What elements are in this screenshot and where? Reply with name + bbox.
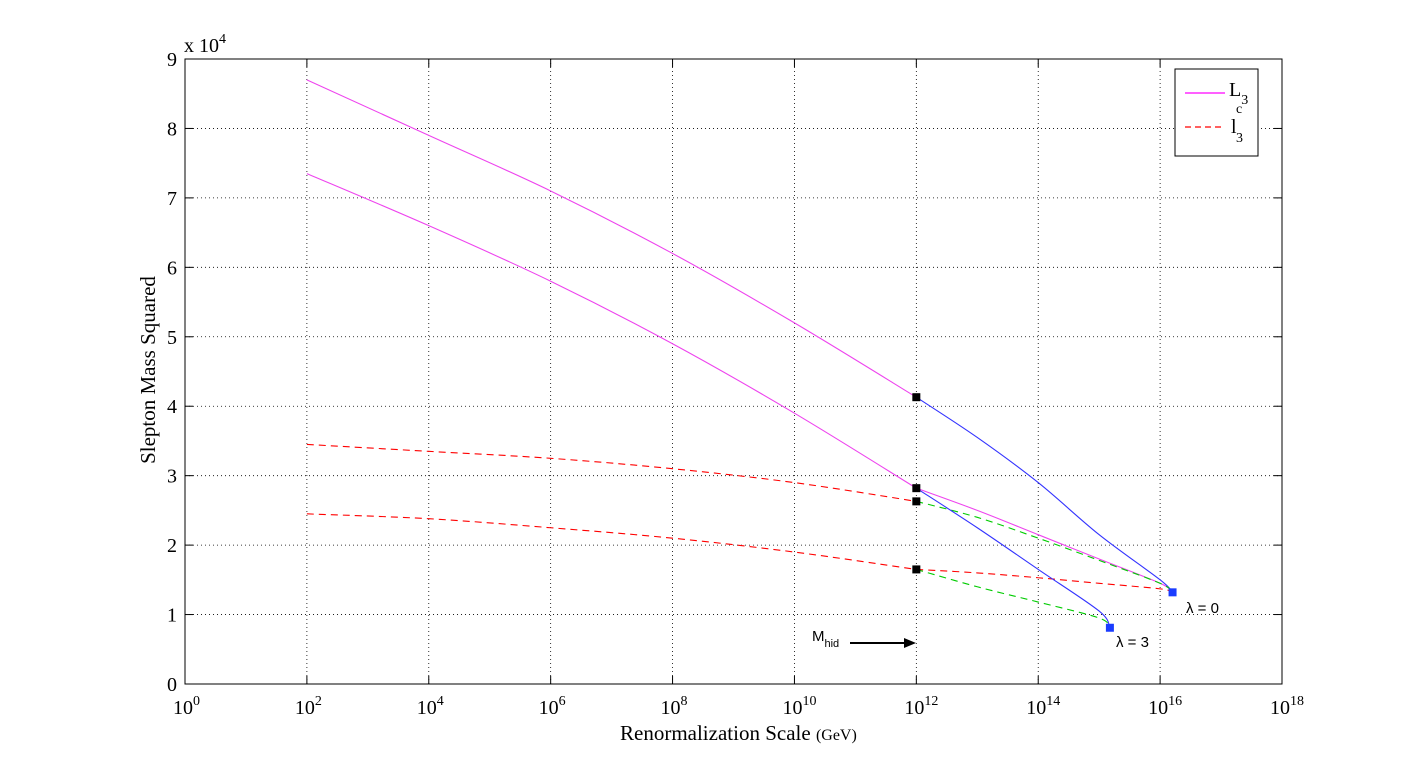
marker-group	[912, 393, 1177, 632]
legend-label-L3: L3	[1229, 79, 1248, 108]
legend: L3 l3c	[1174, 68, 1259, 157]
data-point-marker	[1105, 623, 1114, 632]
x-tick-label: 1016	[1148, 694, 1182, 719]
series-line-0	[306, 79, 917, 398]
data-point-marker	[912, 565, 921, 574]
y-tick-label: 3	[167, 466, 177, 488]
y-tick-label: 0	[167, 674, 177, 696]
series-line-7	[916, 500, 1173, 593]
y-multiplier-label: x 104	[184, 32, 226, 57]
data-point-marker	[912, 393, 921, 402]
y-axis-label: Slepton Mass Squared	[136, 276, 160, 464]
x-tick-label: 1014	[1026, 694, 1060, 719]
x-tick-label: 100	[173, 694, 200, 719]
y-tick-label: 7	[167, 188, 177, 210]
x-tick-label: 1018	[1270, 694, 1304, 719]
x-tick-label: 1010	[782, 694, 816, 719]
y-tick-label: 8	[167, 118, 177, 140]
legend-label-l3c: l3c	[1231, 102, 1243, 146]
x-axis-label: Renormalization Scale (GeV)	[620, 721, 857, 745]
mhid-annotation: Mhid	[812, 628, 916, 650]
y-tick-label: 6	[167, 257, 177, 279]
y-tick-label: 1	[167, 605, 177, 627]
series-line-4	[916, 396, 1173, 593]
grid	[185, 59, 1282, 684]
y-tick-label: 9	[167, 49, 177, 71]
data-point-marker	[912, 484, 921, 493]
x-tick-label: 102	[295, 694, 322, 719]
x-tick-label: 1012	[904, 694, 938, 719]
lambda-3-label: λ = 3	[1116, 634, 1149, 651]
y-tick-label: 4	[167, 396, 177, 418]
data-point-marker	[1168, 588, 1177, 597]
data-point-marker	[912, 497, 921, 506]
x-tick-label: 106	[539, 694, 566, 719]
x-tick-label: 108	[661, 694, 688, 719]
y-tick-label: 2	[167, 535, 177, 557]
series-line-1	[306, 173, 917, 489]
legend-box	[1174, 68, 1259, 157]
series-line-9	[916, 568, 1111, 629]
plot-frame	[184, 58, 1283, 685]
lambda-0-label: λ = 0	[1186, 600, 1219, 617]
mhid-arrow-head	[904, 638, 916, 648]
axis-ticks: 100 102 104 106 108 1010 1012 1014 1016 1018 0 1 2 3 4…	[167, 49, 1304, 719]
series-group	[306, 79, 1173, 629]
y-tick-label: 5	[167, 327, 177, 349]
mhid-label: Mhid	[812, 628, 839, 650]
series-line-8	[916, 487, 1111, 629]
series-line-2	[306, 443, 917, 502]
series-line-3	[306, 513, 917, 570]
x-tick-label: 104	[417, 694, 444, 719]
